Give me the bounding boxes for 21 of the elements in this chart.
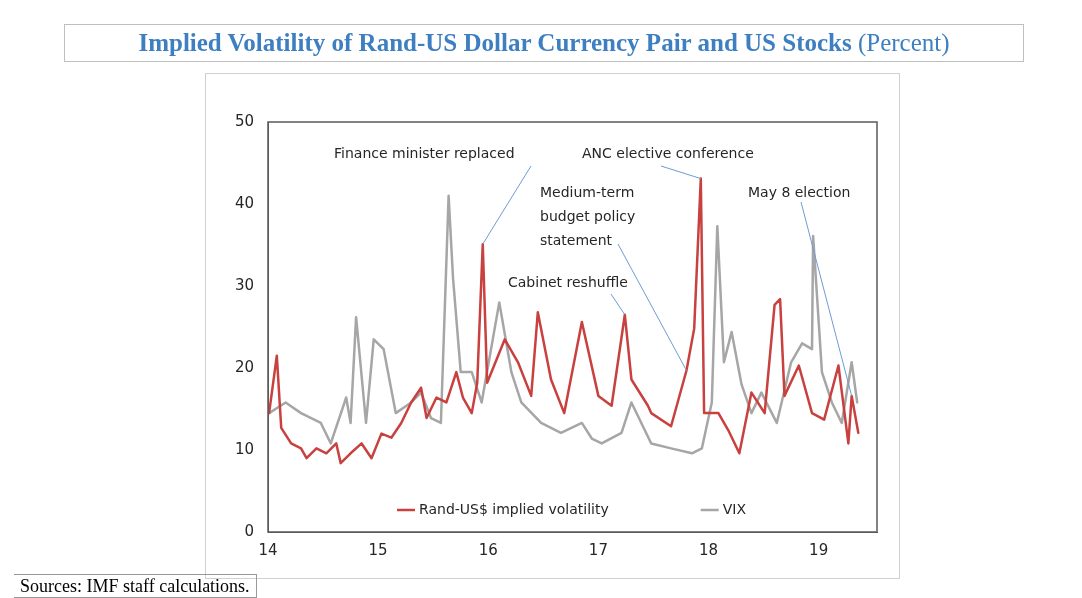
x-tick-label: 14 bbox=[258, 540, 278, 559]
y-tick-label: 50 bbox=[234, 111, 254, 130]
y-tick-label: 0 bbox=[244, 521, 254, 540]
annotation: Finance minister replaced bbox=[334, 144, 515, 161]
chart-title: Implied Volatility of Rand-US Dollar Currency Pair and US Stocks (Percent) bbox=[138, 29, 950, 56]
x-tick-label: 18 bbox=[698, 540, 719, 559]
annotation: ANC elective conference bbox=[582, 144, 754, 161]
annotation: Cabinet reshuffle bbox=[508, 273, 628, 290]
y-tick-label: 20 bbox=[234, 357, 254, 376]
annotation: Medium-term budget policy statement bbox=[540, 183, 636, 248]
y-tick-label: 10 bbox=[234, 439, 254, 458]
x-tick-label: 17 bbox=[588, 540, 608, 559]
annotation: May 8 election bbox=[748, 183, 851, 200]
x-tick-label: 16 bbox=[478, 540, 498, 559]
x-tick-label: 19 bbox=[809, 540, 829, 559]
y-tick-label: 30 bbox=[234, 275, 254, 294]
legend-label: VIX bbox=[722, 500, 747, 517]
y-tick-label: 40 bbox=[234, 193, 254, 212]
x-tick-label: 15 bbox=[368, 540, 388, 559]
source-note: Sources: IMF staff calculations. bbox=[14, 574, 257, 598]
legend-label: Rand-US$ implied volatility bbox=[419, 500, 609, 517]
